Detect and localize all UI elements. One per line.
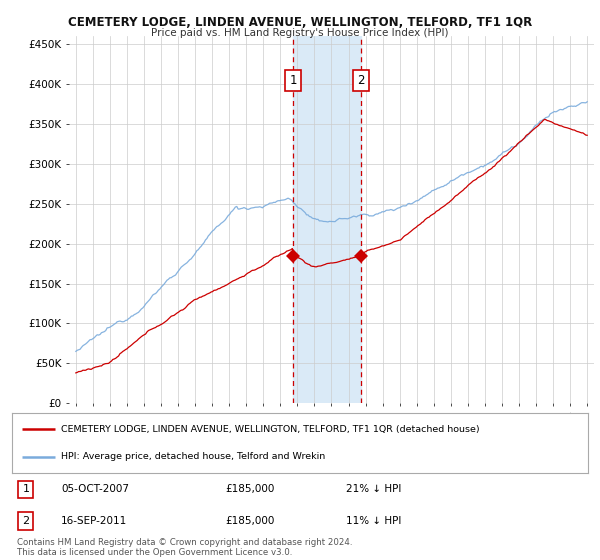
Text: HPI: Average price, detached house, Telford and Wrekin: HPI: Average price, detached house, Telf…	[61, 452, 325, 461]
Text: Contains HM Land Registry data © Crown copyright and database right 2024.
This d: Contains HM Land Registry data © Crown c…	[17, 538, 352, 557]
Text: CEMETERY LODGE, LINDEN AVENUE, WELLINGTON, TELFORD, TF1 1QR (detached house): CEMETERY LODGE, LINDEN AVENUE, WELLINGTO…	[61, 424, 479, 433]
Bar	[293, 36, 361, 403]
Text: 1: 1	[22, 484, 29, 494]
Text: 21% ↓ HPI: 21% ↓ HPI	[346, 484, 401, 494]
Text: 2: 2	[357, 74, 364, 87]
Text: 2: 2	[22, 516, 29, 526]
Text: 11% ↓ HPI: 11% ↓ HPI	[346, 516, 401, 526]
Text: 05-OCT-2007: 05-OCT-2007	[61, 484, 129, 494]
Text: CEMETERY LODGE, LINDEN AVENUE, WELLINGTON, TELFORD, TF1 1QR: CEMETERY LODGE, LINDEN AVENUE, WELLINGTO…	[68, 16, 532, 29]
Text: 1: 1	[290, 74, 297, 87]
Text: £185,000: £185,000	[225, 484, 274, 494]
Text: £185,000: £185,000	[225, 516, 274, 526]
Text: 16-SEP-2011: 16-SEP-2011	[61, 516, 127, 526]
Text: Price paid vs. HM Land Registry's House Price Index (HPI): Price paid vs. HM Land Registry's House …	[151, 28, 449, 38]
